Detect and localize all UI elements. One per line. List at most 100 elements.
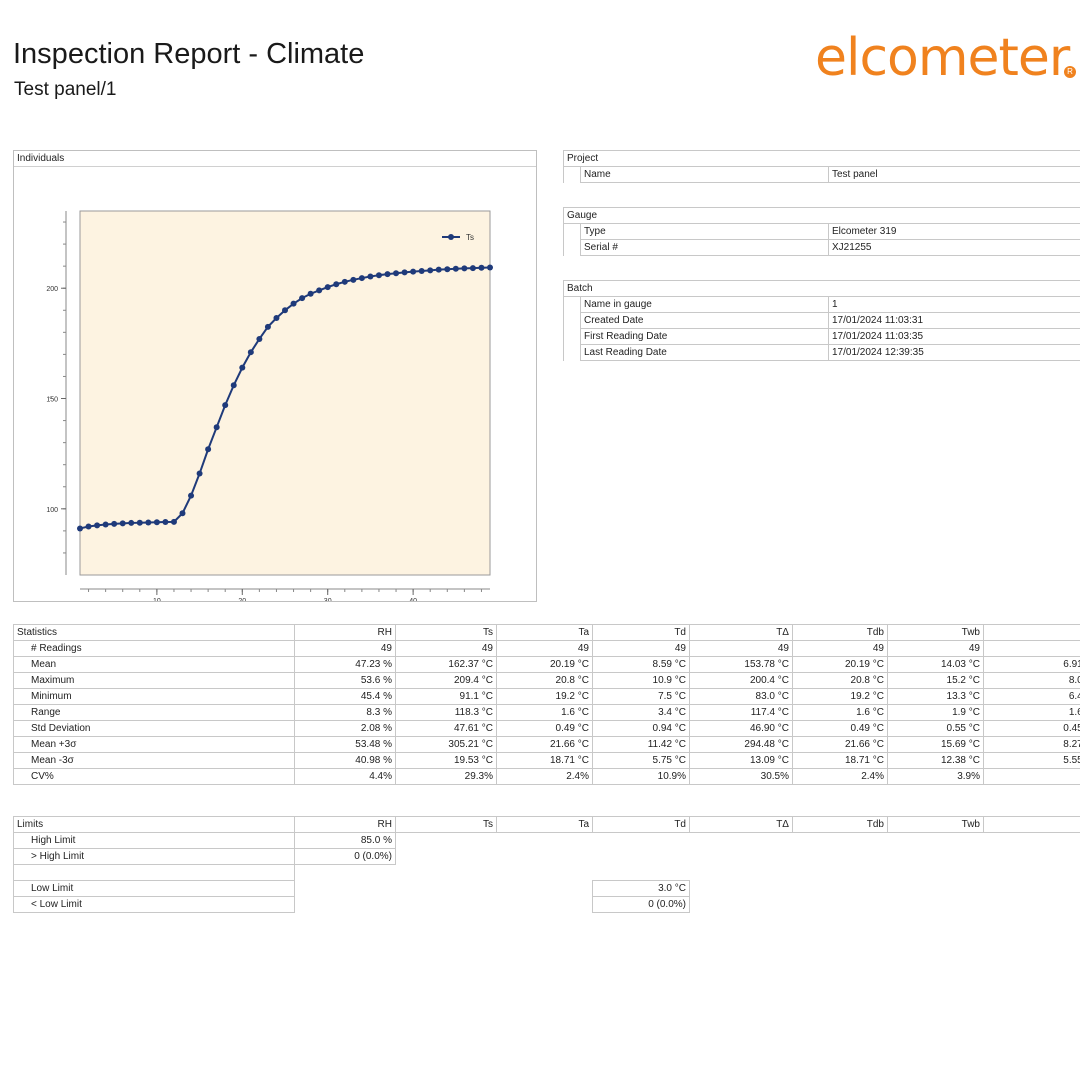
statistics-col-header: RH <box>294 624 396 641</box>
data-point <box>341 278 348 285</box>
statistics-cell: 21.66 °C <box>792 736 888 753</box>
statistics-cell: 47.23 % <box>294 656 396 673</box>
data-point <box>205 446 212 453</box>
gauge-key: Type <box>580 224 829 240</box>
statistics-row-label: Std Deviation <box>31 723 91 734</box>
limits-col-header: Ts <box>395 816 497 833</box>
statistics-row: Maximum 53.6 % 209.4 °C 20.8 °C 10.9 °C 200.4… <box>13 672 1080 689</box>
statistics-cell: 83.0 °C <box>689 688 793 705</box>
data-point <box>299 295 306 302</box>
statistics-cell: 20.8 °C <box>792 672 888 689</box>
x-tick-label: 10 <box>153 598 161 601</box>
statistics-cell: 10.9 °C <box>592 672 690 689</box>
statistics-cell: 6.5% <box>983 768 1080 785</box>
statistics-cell: 11.42 °C <box>592 736 690 753</box>
data-point <box>324 284 331 291</box>
elcometer-logo: elcometer <box>815 28 1070 88</box>
data-point <box>102 521 109 528</box>
data-point <box>111 520 118 527</box>
limits-row: > High Limit 0 (0.0%) <box>13 848 1080 865</box>
project-value: Test panel <box>829 167 1080 183</box>
statistics-row-label: Mean <box>31 659 57 670</box>
data-point <box>136 519 143 526</box>
project-section: Project Name Test panel <box>563 150 1080 183</box>
statistics-col-header: SH <box>983 624 1080 641</box>
statistics-cell: 29.3% <box>395 768 497 785</box>
data-point <box>77 525 83 532</box>
statistics-cell: 20.19 °C <box>496 656 593 673</box>
limits-col-header: SH <box>983 816 1080 833</box>
report-subtitle: Test panel/1 <box>14 79 117 100</box>
statistics-row-label: CV% <box>31 771 54 782</box>
batch-row: Name in gauge 1 <box>563 297 1080 313</box>
data-point <box>213 424 220 431</box>
data-point <box>401 269 408 276</box>
statistics-cell: 2.4% <box>496 768 593 785</box>
data-point <box>94 522 101 529</box>
data-point <box>282 307 288 314</box>
gauge-value: Elcometer 319 <box>829 224 1080 240</box>
limits-table: Limits RH Ts Ta Td TΔ Tdb Twb SH High Li… <box>13 816 1080 913</box>
statistics-row-label: Maximum <box>31 675 75 686</box>
data-point <box>427 267 434 274</box>
y-tick-label: 200 <box>46 286 58 293</box>
statistics-cell: 49 <box>792 640 888 657</box>
batch-key: Last Reading Date <box>580 345 829 361</box>
statistics-cell: 49 <box>887 640 984 657</box>
data-point <box>128 519 135 526</box>
limits-col-header: Twb <box>887 816 984 833</box>
statistics-cell: 46.90 °C <box>689 720 793 737</box>
statistics-cell: 209.4 °C <box>395 672 497 689</box>
batch-key: Name in gauge <box>580 297 829 313</box>
data-point <box>290 300 297 307</box>
statistics-cell: 6.914 g/kg <box>983 656 1080 673</box>
statistics-cell: 3.9% <box>887 768 984 785</box>
statistics-cell: 3.4 °C <box>592 704 690 721</box>
batch-value: 1 <box>829 297 1080 313</box>
statistics-cell: 20.8 °C <box>496 672 593 689</box>
data-point <box>196 470 203 477</box>
data-point <box>273 314 280 321</box>
data-point <box>222 402 229 409</box>
statistics-cell: 49 <box>496 640 593 657</box>
limits-col-header: TΔ <box>689 816 793 833</box>
data-point <box>367 273 374 280</box>
statistics-cell: 8.59 °C <box>592 656 690 673</box>
batch-section: Batch Name in gauge 1 Created Date 17/01… <box>563 280 1080 361</box>
statistics-cell: 19.2 °C <box>792 688 888 705</box>
data-point <box>239 364 246 371</box>
statistics-row-label: Minimum <box>31 691 72 702</box>
statistics-cell: 13.3 °C <box>887 688 984 705</box>
gauge-row: Type Elcometer 319 <box>563 224 1080 240</box>
low-limit-label: Low Limit <box>31 883 74 894</box>
data-point <box>333 281 340 288</box>
gauge-row: Serial # XJ21255 <box>563 240 1080 256</box>
x-tick-label: 40 <box>409 598 417 601</box>
limits-col-header: Ta <box>496 816 593 833</box>
limits-row: High Limit 85.0 % <box>13 832 1080 849</box>
statistics-cell: 53.48 % <box>294 736 396 753</box>
below-low-label: < Low Limit <box>31 899 82 910</box>
statistics-cell: 15.69 °C <box>887 736 984 753</box>
statistics-col-header: Td <box>592 624 690 641</box>
y-axis-label: ° <box>49 396 52 404</box>
statistics-cell: 18.71 °C <box>792 752 888 769</box>
statistics-cell: 200.4 °C <box>689 672 793 689</box>
statistics-col-header: TΔ <box>689 624 793 641</box>
data-point <box>469 265 476 272</box>
data-point <box>316 287 323 294</box>
statistics-cell: 8.271 g/kg <box>983 736 1080 753</box>
project-key: Name <box>580 167 829 183</box>
data-point <box>452 265 459 272</box>
statistics-cell: 0.49 °C <box>496 720 593 737</box>
gauge-heading: Gauge <box>563 207 1080 224</box>
statistics-cell: 8.3 % <box>294 704 396 721</box>
statistics-cell: 18.71 °C <box>496 752 593 769</box>
legend-marker-icon <box>448 234 454 240</box>
batch-key: First Reading Date <box>580 329 829 345</box>
statistics-cell: 0.452 g/kg <box>983 720 1080 737</box>
registered-mark-icon: R <box>1064 66 1076 78</box>
limits-header-row: Limits RH Ts Ta Td TΔ Tdb Twb SH <box>13 816 1080 833</box>
limits-heading: Limits <box>13 816 295 833</box>
statistics-cell: 21.66 °C <box>496 736 593 753</box>
